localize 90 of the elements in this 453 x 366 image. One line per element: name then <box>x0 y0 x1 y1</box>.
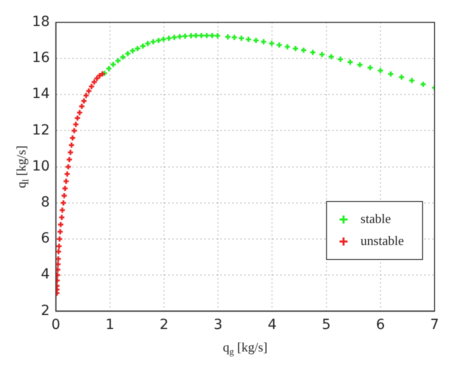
point <box>398 74 406 81</box>
point <box>139 42 146 50</box>
point <box>300 46 308 54</box>
point <box>82 92 90 100</box>
point <box>144 40 152 48</box>
x-tick-label: 5 <box>322 317 331 334</box>
point <box>252 36 260 44</box>
point <box>230 34 238 41</box>
point <box>309 48 316 56</box>
point <box>76 109 84 116</box>
point <box>268 40 276 47</box>
point <box>284 43 291 50</box>
point <box>60 192 68 200</box>
point <box>376 67 384 74</box>
point <box>58 206 66 214</box>
point <box>93 74 100 82</box>
y-tick-label: 8 <box>40 194 50 211</box>
point <box>110 60 117 68</box>
point <box>56 236 64 242</box>
point <box>356 61 364 68</box>
point <box>66 148 74 156</box>
point <box>276 41 283 48</box>
point <box>224 33 232 40</box>
point <box>119 54 126 61</box>
point <box>105 65 112 72</box>
point <box>56 228 64 236</box>
point <box>203 32 210 40</box>
point <box>346 58 354 66</box>
legend-label: unstable <box>360 232 404 248</box>
y-tick-label: 16 <box>32 50 50 66</box>
point <box>182 32 189 40</box>
point <box>66 156 73 164</box>
point <box>170 34 178 41</box>
point <box>58 214 66 221</box>
point <box>60 199 67 206</box>
y-tick-label: 2 <box>40 302 50 319</box>
point <box>198 32 205 40</box>
x-tick-label: 7 <box>430 317 440 334</box>
point <box>72 120 80 128</box>
point <box>68 142 76 149</box>
y-tick-label: 10 <box>32 158 50 174</box>
point <box>134 45 142 52</box>
point <box>90 78 98 86</box>
point <box>70 127 78 134</box>
point <box>244 36 252 43</box>
y-tick-label: 4 <box>40 266 50 283</box>
point <box>64 170 71 178</box>
x-tick-label: 2 <box>160 317 168 334</box>
point <box>57 221 64 228</box>
x-tick-label: 3 <box>214 317 223 334</box>
point <box>420 80 427 88</box>
point <box>114 57 122 64</box>
point <box>62 184 69 192</box>
x-tick-label: 4 <box>268 317 277 334</box>
point <box>74 114 81 122</box>
point <box>129 47 136 54</box>
point <box>328 53 335 60</box>
y-tick-label: 18 <box>32 14 50 30</box>
y-tick-label: 6 <box>40 230 50 247</box>
point <box>238 34 245 42</box>
y-tick-label: 12 <box>32 122 50 138</box>
point <box>69 134 76 142</box>
point <box>56 242 63 250</box>
point <box>64 163 72 170</box>
point <box>56 260 62 268</box>
point <box>88 82 96 90</box>
point <box>260 38 268 46</box>
point <box>85 87 92 94</box>
point <box>176 33 184 40</box>
point <box>318 51 326 58</box>
point <box>78 102 86 110</box>
point <box>56 248 62 256</box>
point <box>62 178 70 185</box>
legend-label: stable <box>360 210 392 226</box>
point <box>80 97 88 104</box>
point <box>124 50 132 58</box>
x-tick-label: 6 <box>376 317 385 334</box>
y-tick-label: 14 <box>32 86 50 102</box>
point <box>292 45 299 52</box>
x-tick-label: 1 <box>105 317 114 334</box>
x-tick-label: 0 <box>51 317 60 334</box>
point <box>408 77 416 84</box>
point <box>387 70 394 78</box>
point <box>155 36 162 44</box>
point <box>336 56 344 63</box>
point <box>160 36 167 43</box>
point <box>150 38 157 46</box>
y-axis-title: ql [kg/s] <box>13 145 30 188</box>
point <box>165 34 172 42</box>
point <box>366 64 374 72</box>
